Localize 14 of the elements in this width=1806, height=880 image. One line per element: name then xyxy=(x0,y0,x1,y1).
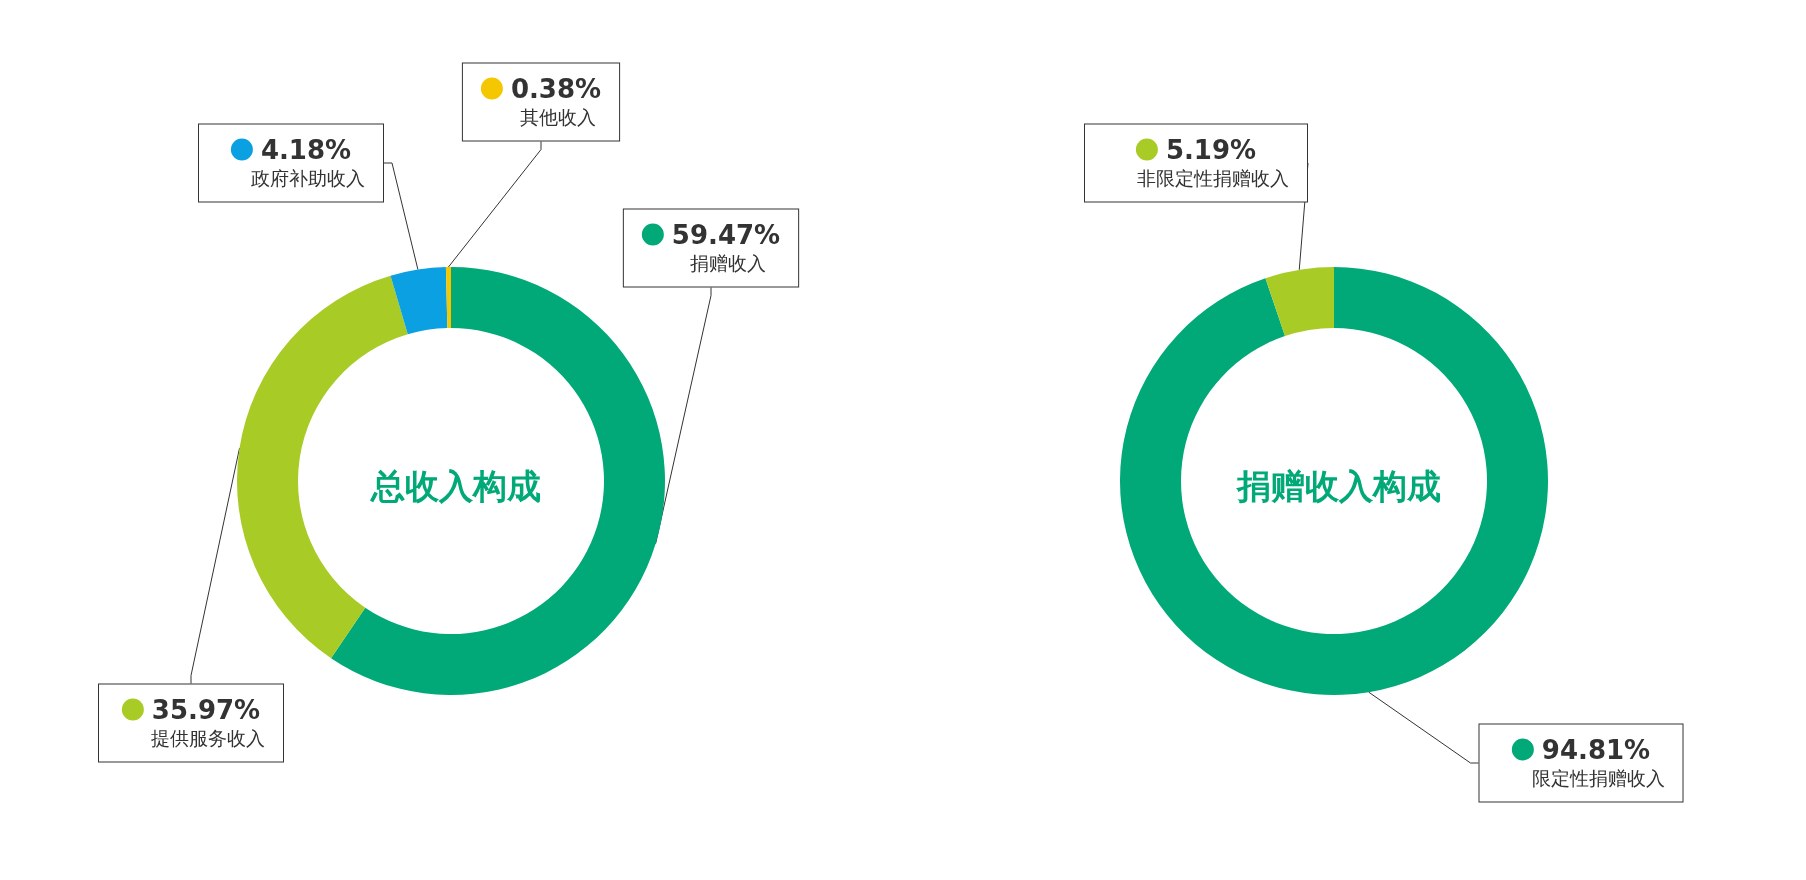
text: 捐赠收入构成 xyxy=(1236,466,1441,506)
slice-label: 捐赠收入 xyxy=(690,252,766,274)
data-label: 5.19% xyxy=(1165,134,1257,165)
data-label: 4.18% xyxy=(260,134,352,165)
text: 总收入构成 xyxy=(369,466,541,506)
legend-label: 限定性捐赠收入 xyxy=(1531,767,1665,789)
data-label: 94.81% xyxy=(1541,734,1651,765)
data-label: 59.47% xyxy=(671,219,781,250)
slice-label: 其他收入 xyxy=(520,106,596,128)
legend-label: 非限定性捐赠收入 xyxy=(1137,167,1289,189)
legend-label: 提供服务收入 xyxy=(151,727,265,749)
legend-label: 政府补助收入 xyxy=(251,167,365,189)
data-label: 0.38% xyxy=(510,73,602,104)
data-label: 35.97% xyxy=(151,694,261,725)
